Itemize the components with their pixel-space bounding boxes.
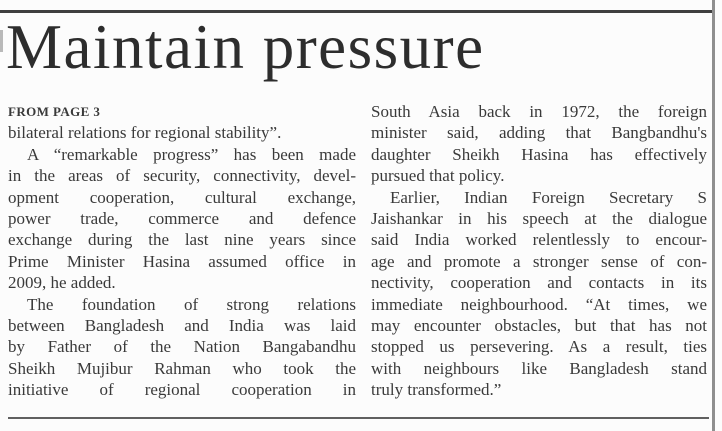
article-line: Earlier, Indian Foreign Secretary S	[390, 187, 707, 207]
top-rule	[0, 10, 712, 13]
article-line: bilateral relations for regional stabili…	[8, 123, 282, 143]
article-line: nectivity, cooperation and contacts in i…	[371, 273, 707, 293]
article-line: stopped us persevering. As a result, tie…	[371, 337, 707, 357]
article-line: truly transformed.”	[371, 380, 502, 400]
article-line: Prime Minister Hasina assumed office in	[8, 251, 356, 271]
article-line: South Asia back in 1972, the foreign	[371, 102, 707, 121]
article-line: in the areas of security, connectivity, …	[8, 166, 356, 186]
article-line: may encounter obstacles, but that has no…	[371, 315, 707, 335]
article-line: Jaishankar in his speech at the dialogue	[371, 208, 707, 228]
article-line: opment cooperation, cultural exchange,	[8, 187, 356, 207]
article-line: exchange during the last nine years sinc…	[8, 230, 356, 250]
scan-artifact	[0, 30, 3, 52]
article-line: with neighbours like Bangladesh stand	[371, 358, 707, 378]
article-column-right: South Asia back in 1972, the foreign mini…	[371, 101, 707, 400]
article-column-left: FROM PAGE 3 bilateral relations for regio…	[8, 101, 356, 400]
article-line: The foundation of strong relations	[27, 294, 356, 314]
article-line: between Bangladesh and India was laid	[8, 315, 356, 335]
article-line: by Father of the Nation Bangabandhu	[8, 337, 356, 357]
article-line: pursued that policy.	[371, 166, 505, 186]
article-line: A “remarkable progress” has been made	[27, 144, 356, 164]
article-line: Sheikh Mujibur Rahman who took the	[8, 358, 356, 378]
article-line: initiative of regional cooperation in	[8, 380, 356, 400]
right-edge-rule	[712, 0, 715, 431]
article-body: FROM PAGE 3 bilateral relations for regio…	[8, 101, 707, 400]
article-line: age and promote a stronger sense of con-	[371, 251, 707, 271]
article-line: said India worked relentlessly to encour…	[371, 230, 707, 250]
from-page-kicker: FROM PAGE 3	[8, 104, 101, 119]
article-line: minister said, adding that Bangbandhu's	[371, 123, 707, 143]
article-line: daughter Sheikh Hasina has effectively	[371, 144, 707, 164]
article-line: power trade, commerce and defence	[8, 208, 356, 228]
article-line: 2009, he added.	[8, 273, 116, 293]
bottom-rule	[8, 417, 709, 419]
article-headline: Maintain pressure	[6, 12, 485, 82]
article-line: immediate neighbourhood. “At times, we	[371, 294, 707, 314]
